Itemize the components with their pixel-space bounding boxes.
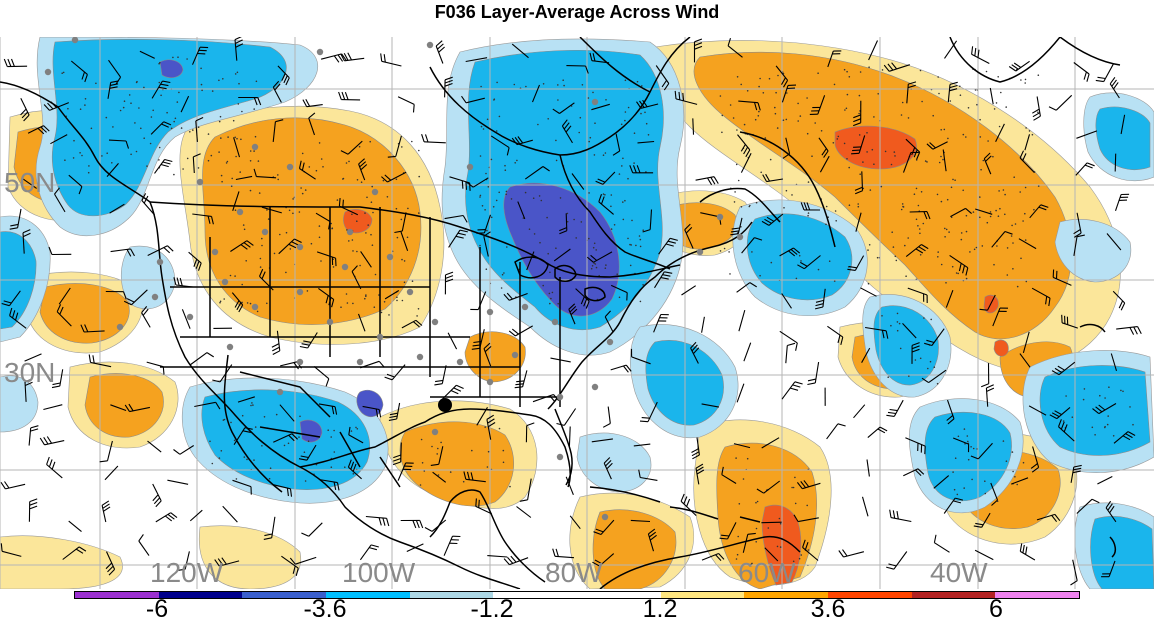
- colorbar-segment: [995, 592, 1079, 598]
- observation-dot: [297, 289, 303, 295]
- observation-dot: [512, 352, 518, 358]
- observation-dot: [237, 209, 243, 215]
- map-canvas: [0, 37, 1154, 589]
- colorbar-label: 1.2: [643, 596, 678, 622]
- map-title: F036 Layer-Average Across Wind: [0, 0, 1154, 26]
- observation-dot: [417, 354, 423, 360]
- observation-dot: [407, 289, 413, 295]
- observation-dot: [212, 249, 218, 255]
- observation-dot: [592, 384, 598, 390]
- observation-dot: [187, 314, 193, 320]
- observation-dot: [222, 279, 228, 285]
- observation-dot: [592, 99, 598, 105]
- observation-dot: [152, 294, 158, 300]
- wind-barb: [1115, 154, 1116, 172]
- lon-label-100w: 100W: [342, 559, 415, 587]
- observation-dot: [372, 189, 378, 195]
- observation-dot: [327, 319, 333, 325]
- observation-dot: [252, 304, 258, 310]
- observation-dot: [227, 344, 233, 350]
- observation-dot: [487, 379, 493, 385]
- lon-label-40w: 40W: [930, 559, 988, 587]
- observation-dot: [72, 37, 78, 43]
- observation-dot: [432, 319, 438, 325]
- observation-dot: [297, 359, 303, 365]
- observation-dot: [602, 514, 608, 520]
- observation-dot: [522, 304, 528, 310]
- observation-dot: [252, 144, 258, 150]
- lon-label-120w: 120W: [150, 559, 223, 587]
- colorbar-segment: [159, 592, 243, 598]
- colorbar-label: -1.2: [470, 596, 513, 622]
- observation-dot: [717, 214, 723, 220]
- observation-dot: [357, 359, 363, 365]
- observation-dot: [697, 249, 703, 255]
- observation-dot: [342, 264, 348, 270]
- observation-dot: [377, 334, 383, 340]
- observation-dot: [487, 309, 493, 315]
- colorbar-segment: [912, 592, 996, 598]
- lat-label-50n: 50N: [4, 169, 55, 197]
- lat-label-30n: 30N: [4, 359, 55, 387]
- observation-dot: [117, 324, 123, 330]
- colorbar: [74, 591, 1080, 599]
- lon-label-60w: 60W: [738, 559, 796, 587]
- observation-dot: [552, 319, 558, 325]
- colorbar-label: 6: [989, 596, 1003, 622]
- colorbar-label: -6: [146, 596, 168, 622]
- observation-dot: [557, 454, 563, 460]
- colorbar-label: -3.6: [303, 596, 346, 622]
- observation-dot: [427, 42, 433, 48]
- observation-dot: [45, 69, 51, 75]
- observation-dot: [287, 164, 293, 170]
- location-marker: [438, 398, 452, 412]
- lon-label-80w: 80W: [545, 559, 603, 587]
- observation-dot: [347, 229, 353, 235]
- colorbar-label: 3.6: [811, 596, 846, 622]
- observation-dot: [467, 164, 473, 170]
- wind-barb: [693, 118, 694, 134]
- observation-dot: [432, 429, 438, 435]
- observation-dot: [157, 259, 163, 265]
- observation-dot: [607, 339, 613, 345]
- observation-dot: [297, 244, 303, 250]
- observation-dot: [262, 229, 268, 235]
- observation-dot: [277, 389, 283, 395]
- observation-dot: [457, 359, 463, 365]
- wind-barb: [761, 522, 781, 523]
- observation-dot: [197, 179, 203, 185]
- observation-dot: [737, 234, 743, 240]
- map-panel: 50N 30N 120W 100W 80W 60W 40W: [0, 37, 1154, 589]
- observation-dot: [317, 49, 323, 55]
- observation-dot: [557, 394, 563, 400]
- observation-dot: [387, 254, 393, 260]
